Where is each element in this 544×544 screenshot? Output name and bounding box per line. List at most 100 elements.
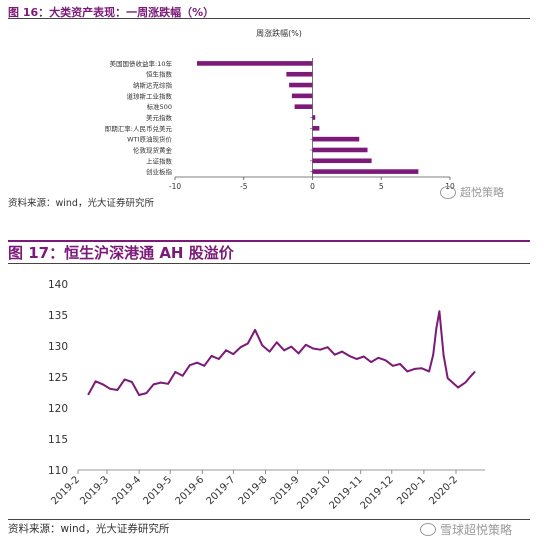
y-tick-label: 120 (48, 403, 68, 415)
data-point (326, 346, 329, 349)
bar (312, 147, 368, 153)
data-point (442, 354, 445, 357)
figure1-bar-chart: 周涨跌幅(%) -10 -5 0 5 10美国国债收益率:10年恒生指数纳斯达克综指道琼… (105, 28, 455, 191)
x-tick-label: -5 (240, 182, 248, 191)
x-tick-label: 2019-11 (328, 474, 365, 511)
data-point (304, 343, 307, 346)
y-tick-label: 135 (48, 310, 68, 322)
x-tick-label: 2019-7 (205, 474, 238, 507)
x-tick-label: 2019-10 (295, 474, 332, 511)
data-point (130, 381, 133, 383)
data-point (94, 380, 97, 383)
x-tick-label: 2019-2 (49, 474, 82, 507)
bar (286, 71, 313, 77)
data-point (210, 355, 213, 357)
y-tick-label: 110 (48, 465, 68, 477)
bar (312, 115, 316, 120)
data-point (312, 347, 314, 350)
wechat-icon (440, 185, 456, 199)
data-point (196, 361, 198, 364)
category-label: 道琼斯工业指数 (127, 91, 173, 100)
data-point (246, 342, 249, 345)
x-tick-label: 2019-3 (78, 474, 111, 507)
data-point (275, 341, 278, 344)
data-point (261, 344, 264, 347)
data-point (239, 346, 242, 349)
data-point (87, 393, 90, 396)
data-point (473, 371, 476, 373)
data-point (362, 355, 365, 358)
data-point (217, 358, 220, 360)
category-label: 即期汇率:人民币兑美元 (105, 124, 173, 133)
data-point (181, 374, 184, 377)
data-point (446, 377, 449, 380)
data-point (123, 378, 126, 381)
x-tick-label: 5 (379, 182, 384, 191)
data-point (413, 368, 416, 370)
figure2-source-rule (8, 519, 530, 520)
data-point (145, 392, 148, 395)
x-tick-label: 2019-4 (110, 474, 143, 507)
data-point (370, 361, 372, 364)
bar (312, 169, 419, 174)
data-point (188, 364, 191, 367)
wechat-icon (420, 523, 436, 536)
series-line (87, 310, 476, 396)
data-point (167, 382, 169, 385)
data-point (297, 352, 300, 355)
bar (294, 104, 313, 109)
x-tick-label: 0 (310, 182, 315, 191)
data-point (152, 383, 155, 386)
figure1-title-rule (8, 18, 530, 19)
category-label: 美元指数 (146, 113, 173, 122)
figure2-title: 图 17：恒生沪深港通 AH 股溢价 (8, 244, 234, 262)
x-tick-label: 2019-5 (141, 474, 174, 507)
data-point (254, 328, 256, 331)
y-tick-label: 140 (48, 279, 68, 291)
data-point (101, 383, 104, 386)
data-point (432, 353, 435, 356)
data-point (435, 327, 438, 330)
category-label: 标准500 (147, 102, 172, 111)
bar (197, 61, 313, 66)
x-tick-label: 2020-1 (395, 474, 428, 507)
figure1-watermark-text: 超悦策略 (460, 186, 504, 199)
category-label: 上证指数 (146, 156, 173, 165)
figure2-watermark-text: 雪球超悦策略 (440, 523, 513, 537)
data-point (399, 363, 401, 365)
bar (289, 82, 313, 88)
data-point (384, 359, 387, 362)
data-point (464, 381, 467, 384)
category-label: 纳斯达克综指 (133, 81, 173, 90)
x-tick-label: 2019-8 (237, 474, 270, 507)
figure2-source: 资料来源：wind，光大证券研究所 (8, 523, 170, 535)
data-point (457, 386, 459, 389)
y-tick-label: 115 (48, 434, 68, 446)
data-point (468, 376, 471, 379)
category-label: 美国国债收益率:10年 (110, 59, 173, 68)
figure1-title: 图 16：大类资产表现：一周涨跌幅（%） (8, 6, 215, 19)
category-label: 创业板指 (146, 167, 173, 176)
data-point (428, 370, 430, 373)
figure1-watermark: 超悦策略 (440, 184, 504, 200)
category-label: 伦敦现货黄金 (133, 145, 173, 154)
data-point (438, 310, 441, 313)
bar (312, 158, 372, 164)
data-point (225, 349, 227, 352)
data-point (268, 350, 271, 353)
bar-chart-title: 周涨跌幅(%) (256, 28, 302, 38)
data-point (116, 389, 119, 391)
data-point (283, 349, 285, 352)
data-point (333, 353, 336, 356)
data-point (174, 371, 177, 373)
data-point (159, 381, 162, 384)
data-point (406, 370, 409, 373)
data-point (355, 358, 358, 360)
bar (312, 136, 360, 142)
figure1-source: 资料来源：wind，光大证券研究所 (8, 198, 154, 209)
x-tick-label: -10 (169, 182, 181, 191)
data-point (109, 387, 112, 390)
category-label: 恒生指数 (146, 70, 173, 79)
bar (291, 93, 313, 99)
